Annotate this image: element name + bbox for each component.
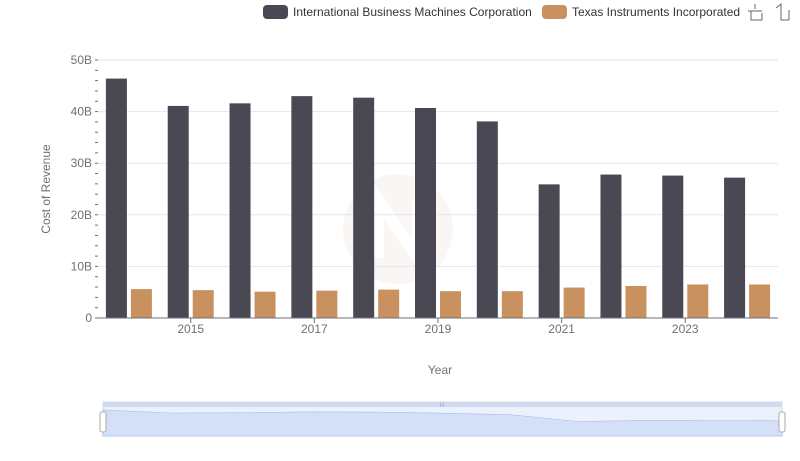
bar-ti-2020[interactable]	[501, 291, 523, 318]
y-axis-title: Cost of Revenue	[39, 144, 53, 234]
bar-ibm-2021[interactable]	[538, 184, 560, 318]
slider-preview	[102, 409, 783, 437]
bar-ti-2015[interactable]	[192, 290, 214, 318]
x-tick-label: 2015	[177, 322, 204, 336]
x-tick-label: 2023	[672, 322, 699, 336]
legend-swatch-ti[interactable]	[542, 5, 567, 19]
legend-swatch-ibm[interactable]	[263, 5, 288, 19]
slider-handle-right[interactable]	[778, 411, 786, 433]
y-tick-label: 30B	[71, 156, 92, 170]
bar-ibm-2023[interactable]	[662, 175, 684, 318]
bar-ti-2017[interactable]	[316, 290, 338, 318]
y-tick-label: 50B	[71, 53, 92, 67]
slider-top-bar[interactable]	[103, 402, 782, 407]
legend-label-ibm[interactable]: International Business Machines Corporat…	[293, 5, 532, 19]
bar-ti-2019[interactable]	[440, 291, 461, 318]
bar-ibm-2016[interactable]	[229, 103, 251, 319]
x-tick-label: 2019	[425, 322, 452, 336]
bar-ibm-2019[interactable]	[415, 107, 436, 318]
bar-ibm-2017[interactable]	[291, 96, 313, 319]
slider-selection[interactable]	[103, 402, 782, 436]
y-tick-label: 10B	[71, 259, 92, 273]
bar-ibm-2024[interactable]	[724, 177, 746, 318]
data-zoom-slider[interactable]: III	[99, 401, 786, 437]
y-tick-label: 40B	[71, 105, 92, 119]
bar-ti-2014[interactable]	[130, 289, 152, 318]
x-tick-label: 2021	[548, 322, 575, 336]
legend[interactable]: International Business Machines Corporat…	[263, 5, 740, 19]
x-axis-title: Year	[428, 363, 452, 377]
legend-label-ti[interactable]: Texas Instruments Incorporated	[572, 5, 740, 19]
bar-ti-2016[interactable]	[254, 291, 276, 318]
bar-ti-2018[interactable]	[378, 289, 400, 318]
bars	[105, 78, 771, 319]
bar-ibm-2020[interactable]	[476, 121, 498, 319]
bar-ti-2022[interactable]	[625, 286, 647, 318]
x-tick-label: 2017	[301, 322, 328, 336]
axes: 0 10B 20B 30B 40B 50B 2015 2017 2019 2021 2023	[71, 53, 778, 336]
bar-ibm-2018[interactable]	[353, 97, 375, 318]
y-tick-label: 0	[85, 311, 92, 325]
slider-handle-left[interactable]	[99, 411, 107, 433]
bar-ti-2023[interactable]	[687, 284, 709, 318]
bar-ibm-2015[interactable]	[167, 105, 189, 318]
restore-icon[interactable]	[775, 2, 790, 21]
bar-ti-2021[interactable]	[563, 287, 585, 318]
bar-ibm-2014[interactable]	[105, 78, 127, 319]
y-tick-label: 20B	[71, 208, 92, 222]
slider-grip-icon: III	[439, 403, 444, 409]
bar-ti-2024[interactable]	[749, 284, 771, 318]
bar-ibm-2022[interactable]	[600, 174, 622, 318]
zoom-icon[interactable]	[748, 4, 763, 21]
